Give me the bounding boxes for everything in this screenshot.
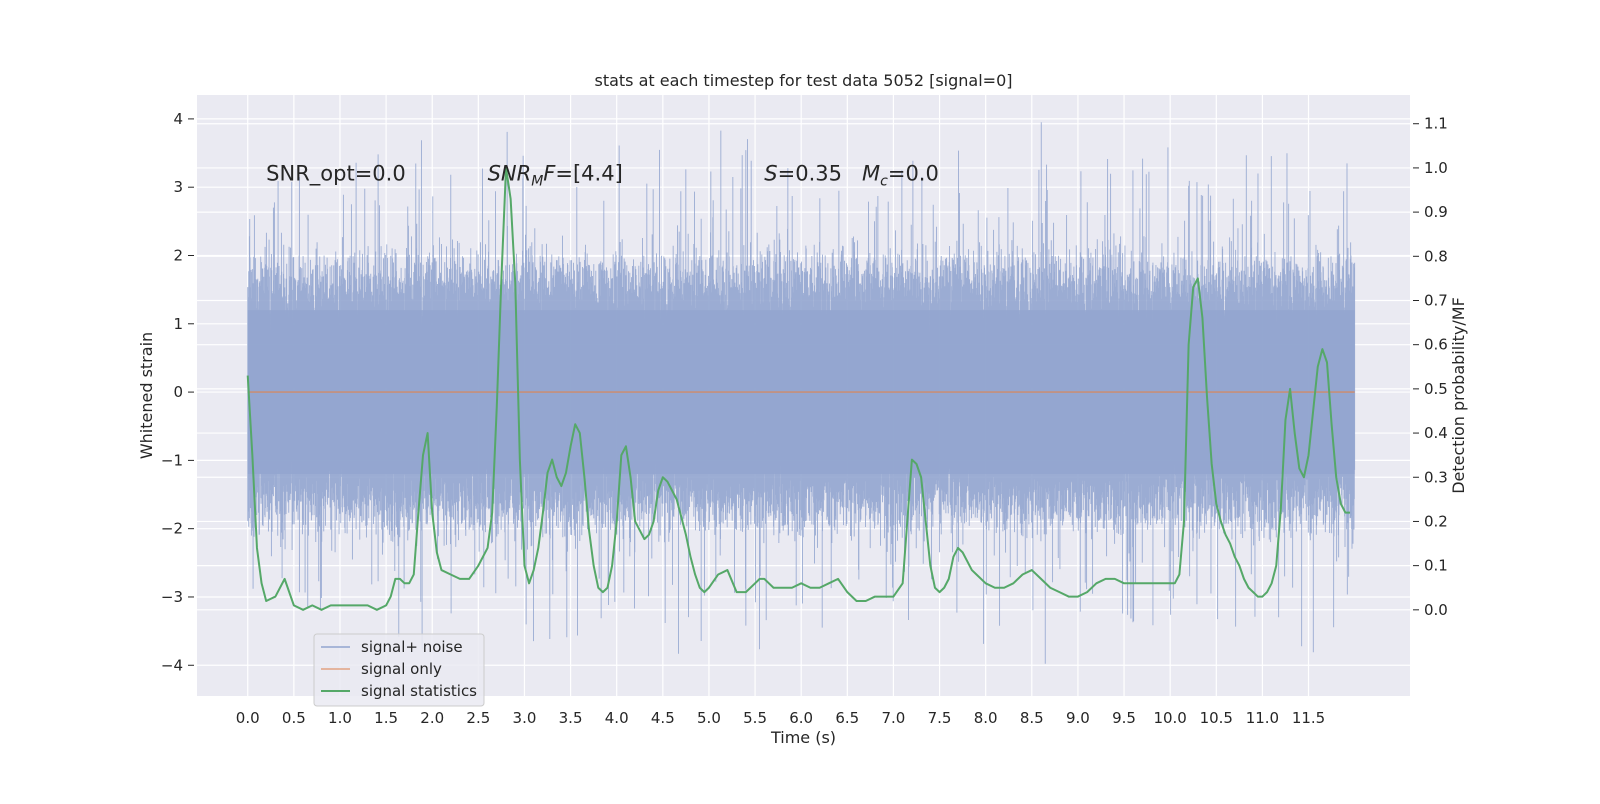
y-tick-label-left: 4 [173, 110, 183, 128]
x-tick-label: 5.0 [697, 709, 721, 727]
x-tick-label: 3.0 [513, 709, 537, 727]
y-tick-label-right: 1.0 [1424, 159, 1448, 177]
x-tick-label: 7.5 [928, 709, 952, 727]
legend-signal-only-label: signal only [361, 660, 442, 678]
x-tick-label: 2.0 [420, 709, 444, 727]
x-tick-label: 5.5 [743, 709, 767, 727]
y-tick-label-right: 0.2 [1424, 512, 1448, 530]
y-tick-label-right: 0.5 [1424, 380, 1448, 398]
y-tick-label-left: 3 [173, 178, 183, 196]
y-tick-label-right: 0.4 [1424, 424, 1448, 442]
x-tick-label: 7.0 [882, 709, 906, 727]
y-tick-label-right: 0.0 [1424, 601, 1448, 619]
x-tick-label: 3.5 [559, 709, 583, 727]
x-axis-label: Time (s) [770, 728, 836, 747]
annotation-snr-opt: SNR_opt=0.0 [266, 161, 406, 186]
y-tick-label-left: −2 [161, 520, 183, 538]
y-tick-label-left: 1 [173, 315, 183, 333]
y-axis-label-left: Whitened strain [137, 332, 156, 459]
y-axis-label-right: Detection probability/MF [1449, 297, 1468, 494]
y-tick-label-right: 0.6 [1424, 336, 1448, 354]
x-tick-label: 10.0 [1153, 709, 1186, 727]
y-tick-label-left: −3 [161, 588, 183, 606]
x-tick-label: 4.0 [605, 709, 629, 727]
series-signal-plus-noise-line [247, 122, 1356, 664]
x-tick-label: 9.5 [1112, 709, 1136, 727]
annotations: SNR_opt=0.0 SNRMF=[4.4] S=0.35 Mc=0.0 [266, 161, 939, 189]
legend-signal-plus-noise-label: signal+ noise [361, 638, 463, 656]
x-tick-label: 8.5 [1020, 709, 1044, 727]
lines-layer [246, 166, 1355, 611]
annotation-snr-mf: SNRMF=[4.4] [488, 161, 623, 189]
ticks-layer: 0.0 0.5 1.0 1.5 2.0 2.5 3.0 3.5 4.0 4.5 5.0 5.5 6.0 6… [161, 110, 1448, 727]
legend-signal-statistics-label: signal statistics [361, 682, 477, 700]
x-tick-label: 11.0 [1246, 709, 1279, 727]
y-tick-label-right: 0.3 [1424, 468, 1448, 486]
annotation-s-mc: S=0.35 Mc=0.0 [764, 161, 939, 189]
y-tick-label-right: 0.8 [1424, 247, 1448, 265]
x-tick-label: 11.5 [1292, 709, 1325, 727]
series-signal-statistics-line [246, 166, 1351, 611]
y-tick-label-left: −4 [161, 656, 183, 674]
chart-title: stats at each timestep for test data 505… [594, 71, 1012, 90]
x-tick-label: 8.0 [974, 709, 998, 727]
x-tick-label: 0.5 [282, 709, 306, 727]
y-tick-label-left: −1 [161, 451, 183, 469]
x-tick-label: 1.0 [328, 709, 352, 727]
x-tick-label: 6.0 [789, 709, 813, 727]
x-tick-label: 1.5 [374, 709, 398, 727]
legend: signal+ noise signal only signal statistic… [313, 633, 485, 707]
x-tick-label: 2.5 [466, 709, 490, 727]
y-tick-label-right: 0.1 [1424, 557, 1448, 575]
y-tick-label-left: 0 [173, 383, 183, 401]
x-tick-label: 9.0 [1066, 709, 1090, 727]
legend-box [313, 633, 485, 707]
y-tick-label-right: 1.1 [1424, 115, 1448, 133]
y-tick-label-left: 2 [173, 246, 183, 264]
x-tick-label: 6.5 [835, 709, 859, 727]
y-tick-label-right: 0.9 [1424, 203, 1448, 221]
y-tick-label-right: 0.7 [1424, 291, 1448, 309]
x-tick-label: 10.5 [1200, 709, 1233, 727]
x-tick-label: 4.5 [651, 709, 675, 727]
x-tick-label: 0.0 [236, 709, 260, 727]
